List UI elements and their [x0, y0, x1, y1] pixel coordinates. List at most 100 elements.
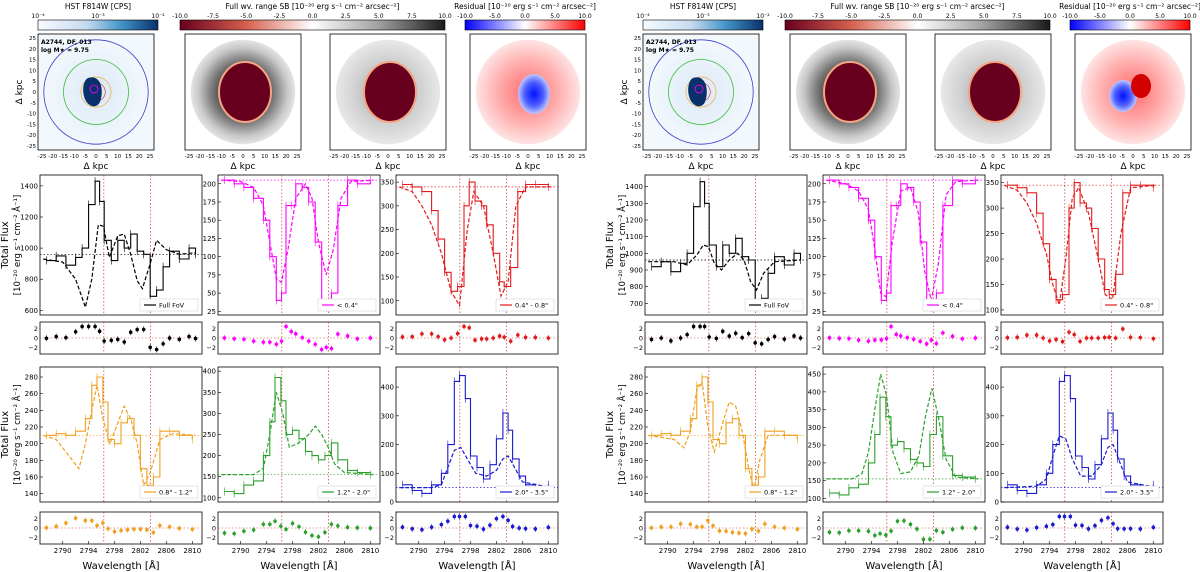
ytick-label: 140 — [25, 490, 38, 498]
ytick-label: 160 — [25, 474, 38, 482]
map-xtick: 5 — [1142, 154, 1146, 160]
map-ytick: 25 — [29, 36, 36, 42]
ytick-label: 150 — [808, 217, 821, 225]
map-xtick: -15 — [206, 154, 215, 160]
map-xtick: 10 — [114, 154, 121, 160]
map-xtick: 15 — [272, 154, 279, 160]
xtick-label: 2790 — [659, 547, 677, 555]
ytick-label: 100 — [203, 494, 216, 502]
residual-ytick: −2 — [206, 344, 216, 352]
xtick-label: 2802 — [737, 547, 755, 555]
map-xtick: -20 — [48, 154, 57, 160]
map-xtick: -25 — [470, 154, 479, 160]
map-xtick: 10 — [1011, 154, 1018, 160]
map-xtick: -25 — [185, 154, 194, 160]
legend-label: 2.0" - 3.5" — [515, 489, 548, 497]
legend-label: 0.4" - 0.8" — [515, 302, 548, 310]
ytick-label: 100 — [808, 253, 821, 261]
ytick-label: 250 — [986, 230, 999, 238]
colorbar-title: Residual [10⁻²⁰ erg s⁻¹ cm⁻² arcsec⁻²] — [454, 2, 596, 11]
mass-label: log M★ = 9.75 — [646, 47, 694, 54]
ytick-label: 260 — [25, 390, 38, 398]
residual-ytick: −2 — [206, 534, 216, 542]
xaxis-label: Wavelength [Å] — [1043, 559, 1120, 572]
xaxis-label: Wavelength [Å] — [260, 559, 337, 572]
map-core — [968, 61, 1022, 123]
model-line — [43, 224, 196, 310]
map-panel-3: -25 -20 -15 -10 -5 0 5 10 15 20 25 Δ kpc — [470, 33, 587, 172]
map-xtick: -10 — [822, 154, 831, 160]
map-panel-1: -25 -20 -15 -10 -5 0 5 10 15 20 25 Δ kpc — [185, 33, 302, 172]
map-ytick: -15 — [632, 122, 641, 128]
model-line — [399, 446, 552, 489]
residual-ytick: 2 — [639, 515, 643, 523]
colorbar-tick: 10⁻³ — [696, 13, 710, 20]
spectrum-panel-2: 100 150 200 250 300 350 0.4" - 0.8" — [381, 174, 559, 316]
residual-ytick: 2 — [34, 325, 38, 333]
map-xlabel: Δ kpc — [689, 162, 714, 172]
residual-ytick: 0 — [390, 335, 394, 343]
colorbar-gradient — [37, 19, 159, 31]
ytick-label: 0 — [390, 499, 394, 507]
ytick-label: 400 — [986, 384, 999, 392]
residual-blob — [518, 74, 550, 114]
map-panel-3: -25 -20 -15 -10 -5 0 5 10 15 20 25 Δ kpc — [1075, 33, 1192, 172]
map-xlabel: Δ kpc — [231, 162, 256, 172]
data-steps — [651, 376, 798, 486]
xtick-label: 2806 — [940, 547, 958, 555]
data-steps — [402, 181, 549, 292]
galaxy-label: A2744, DF, 013 — [646, 39, 697, 46]
map-xtick: -25 — [330, 154, 339, 160]
data-steps — [224, 179, 371, 309]
colorbar-tick: 10⁻⁴ — [636, 13, 650, 20]
ytick-label: 0 — [995, 499, 999, 507]
yaxis-label-group: Total Flux [10⁻²⁰ erg s⁻¹ cm⁻² Å⁻¹] — [0, 384, 23, 484]
map-ylabel: Δ kpc — [620, 80, 630, 105]
ytick-label: 300 — [986, 412, 999, 420]
map-xtick: -10 — [675, 154, 684, 160]
xtick-label: 2790 — [232, 547, 250, 555]
ytick-label: 300 — [986, 205, 999, 213]
map-ytick: -25 — [27, 144, 36, 150]
map-xlabel: Δ kpc — [836, 162, 861, 172]
model-line — [43, 385, 196, 488]
residual-ytick: 2 — [639, 325, 643, 333]
xtick-label: 2790 — [410, 547, 428, 555]
map-xtick: 25 — [899, 154, 906, 160]
colorbar-tick: 7.5 — [407, 13, 417, 20]
spectrum-panel-4: 100 150 200 250 300 350 400 1.2" - 2.0" — [203, 366, 381, 503]
map-ytick: 10 — [634, 68, 641, 74]
residual-panel-4: 2 0−2 2790 2794 2798 2802 2806 2810 Wavelength [… — [811, 511, 986, 572]
ytick-label: 25 — [207, 308, 216, 316]
map-xtick: 0 — [1131, 154, 1135, 160]
legend-box — [744, 485, 804, 499]
residual-blob — [1109, 80, 1137, 112]
map-xtick: -5 — [834, 154, 840, 160]
spectrum-panel-1: 25 50 75 100 125 150 175 200 < 0.4" — [203, 174, 381, 316]
ytick-label: 140 — [630, 490, 643, 498]
legend-label: 1.2" - 2.0" — [337, 489, 370, 497]
colorbar-tick: -10.0 — [457, 13, 473, 20]
ytick-label: 300 — [808, 424, 821, 432]
ytick-label: 350 — [381, 179, 394, 187]
map-xtick: -15 — [491, 154, 500, 160]
map-xlabel: Δ kpc — [981, 162, 1006, 172]
legend-box — [495, 485, 555, 499]
ytick-label: 200 — [203, 180, 216, 188]
ytick-label: 50 — [812, 290, 821, 298]
ytick-label: 100 — [986, 306, 999, 314]
map-xtick: 20 — [568, 154, 575, 160]
map-ytick: -15 — [27, 122, 36, 128]
map-xtick: 5 — [1002, 154, 1006, 160]
legend-box — [1100, 298, 1160, 312]
map-xtick: -10 — [967, 154, 976, 160]
colorbar-tick: -10.0 — [1062, 13, 1078, 20]
residual-panel-2: 2 0−2 — [989, 321, 1164, 355]
colorbar-gradient — [1069, 19, 1191, 31]
colorbar-tick: 10⁻⁴ — [31, 13, 45, 20]
ytick-label: 175 — [203, 198, 216, 206]
yaxis-label-title: Total Flux — [605, 221, 616, 269]
galaxy-blob — [83, 77, 102, 107]
legend-label: < 0.4" — [337, 302, 358, 310]
residual-ytick: 0 — [639, 335, 643, 343]
